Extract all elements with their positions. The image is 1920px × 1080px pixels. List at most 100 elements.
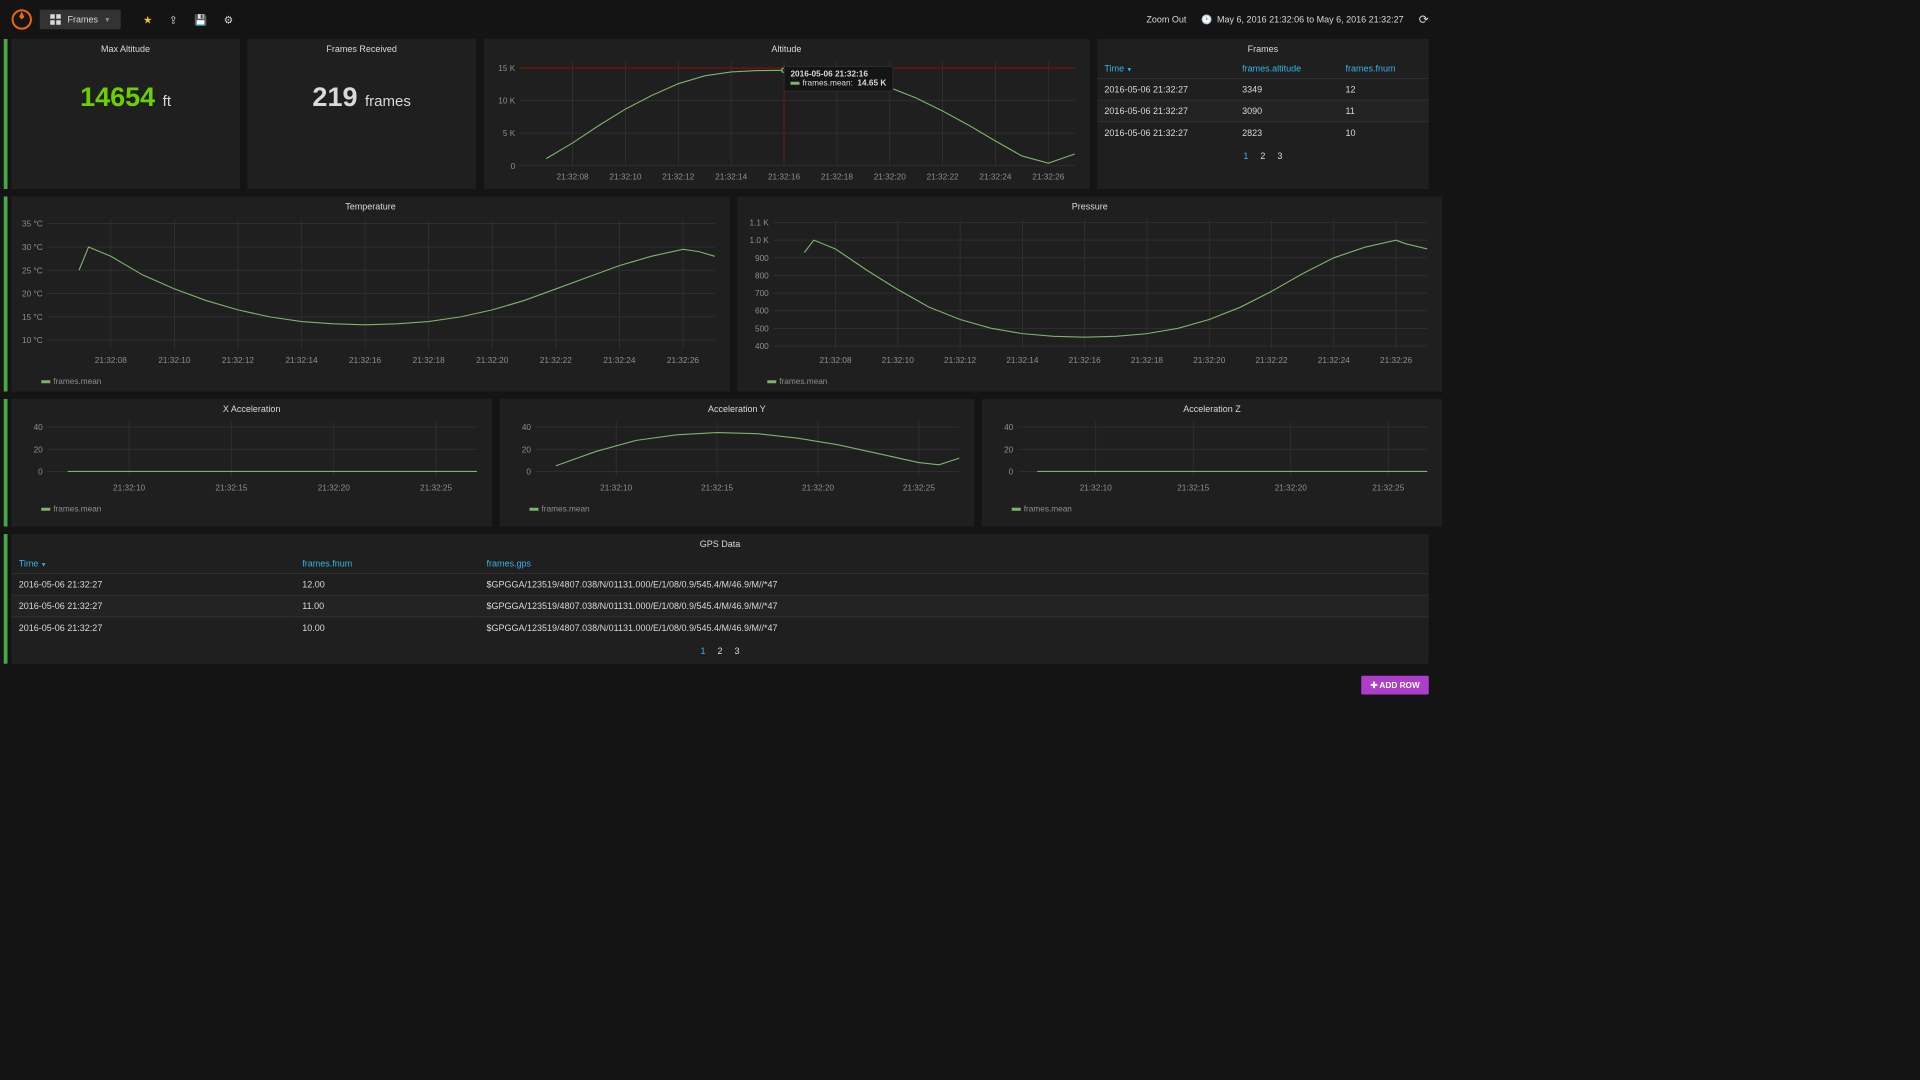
table-row[interactable]: 2016-05-06 21:32:27334912: [1097, 78, 1429, 100]
table-header[interactable]: frames.altitude: [1235, 59, 1338, 79]
table-header[interactable]: Time: [1097, 59, 1235, 79]
table-cell: 10: [1338, 122, 1429, 143]
table-cell: 12.00: [295, 573, 479, 595]
table-cell: 11: [1338, 100, 1429, 122]
panel-altitude-chart: Altitude 05 K10 K15 K21:32:0821:32:1021:…: [483, 39, 1089, 189]
star-icon[interactable]: ★: [143, 13, 152, 26]
panel-frames-received: Frames Received 219 frames: [247, 39, 476, 189]
table-row[interactable]: 2016-05-06 21:32:2710.00$GPGGA/123519/48…: [11, 617, 1429, 638]
page-link[interactable]: 1: [1237, 149, 1254, 163]
page-link[interactable]: 3: [1271, 149, 1288, 163]
svg-text:21:32:18: 21:32:18: [1131, 356, 1164, 365]
chart-pressure[interactable]: 4005006007008009001.0 K1.1 K21:32:0821:3…: [737, 216, 1442, 373]
chart-accel-y[interactable]: 0204021:32:1021:32:1521:32:2021:32:25: [500, 419, 975, 501]
table-header[interactable]: frames.gps: [479, 554, 1429, 574]
stat-value: 219 frames: [247, 59, 476, 143]
add-row-button[interactable]: ✚ ADD ROW: [1362, 676, 1429, 695]
svg-text:21:32:08: 21:32:08: [819, 356, 852, 365]
svg-text:0: 0: [38, 467, 43, 476]
data-table: Timeframes.altitudeframes.fnum2016-05-06…: [1097, 59, 1429, 144]
table-cell: 2016-05-06 21:32:27: [1097, 122, 1235, 143]
stat-number: 14654: [80, 81, 155, 112]
svg-text:25 °C: 25 °C: [22, 266, 43, 275]
chart-accel-z[interactable]: 0204021:32:1021:32:1521:32:2021:32:25: [982, 419, 1443, 501]
panel-title: GPS Data: [11, 534, 1429, 554]
svg-text:21:32:26: 21:32:26: [667, 356, 700, 365]
gear-icon[interactable]: ⚙: [224, 13, 233, 26]
svg-text:10 °C: 10 °C: [22, 336, 43, 345]
table-row[interactable]: 2016-05-06 21:32:27309011: [1097, 100, 1429, 122]
table-row[interactable]: 2016-05-06 21:32:2711.00$GPGGA/123519/48…: [11, 595, 1429, 617]
svg-text:21:32:14: 21:32:14: [1006, 356, 1039, 365]
svg-text:21:32:14: 21:32:14: [715, 172, 748, 181]
legend-label: frames.mean: [53, 377, 101, 386]
table-cell: 10.00: [295, 617, 479, 638]
share-icon[interactable]: ⇪: [169, 13, 178, 26]
stat-number: 219: [312, 81, 357, 112]
data-table: Timeframes.fnumframes.gps2016-05-06 21:3…: [11, 554, 1429, 639]
zoom-out-button[interactable]: Zoom Out: [1146, 14, 1186, 25]
chart-altitude[interactable]: 05 K10 K15 K21:32:0821:32:1021:32:1221:3…: [483, 59, 1089, 190]
timerange-picker[interactable]: 🕑 May 6, 2016 21:32:06 to May 6, 2016 21…: [1201, 14, 1403, 25]
table-header[interactable]: Time: [11, 554, 295, 574]
legend: frames.mean: [500, 500, 975, 518]
svg-text:1.1 K: 1.1 K: [749, 219, 769, 228]
refresh-icon[interactable]: ⟳: [1419, 12, 1429, 27]
page-link[interactable]: 1: [694, 644, 711, 658]
svg-text:40: 40: [522, 423, 532, 432]
stat-unit: ft: [163, 93, 171, 110]
table-row[interactable]: 2016-05-06 21:32:27282310: [1097, 122, 1429, 143]
svg-text:40: 40: [34, 423, 44, 432]
svg-text:21:32:15: 21:32:15: [1177, 484, 1210, 493]
svg-text:600: 600: [755, 307, 769, 316]
svg-text:20: 20: [34, 445, 44, 454]
grafana-logo-icon[interactable]: [11, 9, 32, 30]
save-icon[interactable]: 💾: [194, 13, 207, 26]
chart-accel-x[interactable]: 0204021:32:1021:32:1521:32:2021:32:25: [11, 419, 492, 501]
svg-text:21:32:20: 21:32:20: [873, 172, 906, 181]
table-frames: Timeframes.altitudeframes.fnum2016-05-06…: [1097, 59, 1429, 169]
dashboard-picker[interactable]: Frames ▼: [40, 10, 121, 30]
panel-temperature: Temperature 10 °C15 °C20 °C25 °C30 °C35 …: [11, 197, 730, 392]
legend-label: frames.mean: [779, 377, 827, 386]
row-1: Max Altitude 14654 ft Frames Received 21…: [11, 39, 1429, 189]
svg-text:21:32:10: 21:32:10: [882, 356, 915, 365]
svg-text:800: 800: [755, 271, 769, 280]
table-header[interactable]: frames.fnum: [1338, 59, 1429, 79]
chevron-down-icon: ▼: [104, 16, 111, 24]
svg-text:21:32:20: 21:32:20: [318, 484, 351, 493]
page-link[interactable]: 2: [1254, 149, 1271, 163]
svg-text:21:32:24: 21:32:24: [979, 172, 1012, 181]
svg-text:40: 40: [1004, 423, 1014, 432]
svg-text:21:32:25: 21:32:25: [903, 484, 936, 493]
svg-text:21:32:15: 21:32:15: [701, 484, 734, 493]
topbar-actions: ★ ⇪ 💾 ⚙: [143, 13, 233, 26]
topbar-right: Zoom Out 🕑 May 6, 2016 21:32:06 to May 6…: [1146, 12, 1428, 27]
svg-text:21:32:20: 21:32:20: [802, 484, 835, 493]
svg-text:0: 0: [526, 467, 531, 476]
page-link[interactable]: 3: [729, 644, 746, 658]
table-header[interactable]: frames.fnum: [295, 554, 479, 574]
stat-value: 14654 ft: [11, 59, 240, 143]
table-cell: $GPGGA/123519/4807.038/N/01131.000/E/1/0…: [479, 573, 1429, 595]
svg-text:21:32:15: 21:32:15: [215, 484, 248, 493]
table-row[interactable]: 2016-05-06 21:32:2712.00$GPGGA/123519/48…: [11, 573, 1429, 595]
panel-pressure: Pressure 4005006007008009001.0 K1.1 K21:…: [737, 197, 1442, 392]
legend-label: frames.mean: [542, 505, 590, 514]
svg-text:20 °C: 20 °C: [22, 290, 43, 299]
table-cell: 2016-05-06 21:32:27: [11, 617, 295, 638]
page-link[interactable]: 2: [711, 644, 728, 658]
svg-text:21:32:10: 21:32:10: [600, 484, 633, 493]
panel-title: Frames Received: [247, 39, 476, 59]
panel-title: Pressure: [737, 197, 1442, 217]
svg-text:21:32:20: 21:32:20: [1275, 484, 1308, 493]
panel-title: Temperature: [11, 197, 730, 217]
dashboard-name: Frames: [68, 14, 99, 25]
svg-text:21:32:12: 21:32:12: [222, 356, 255, 365]
chart-temperature[interactable]: 10 °C15 °C20 °C25 °C30 °C35 °C21:32:0821…: [11, 216, 730, 373]
table-cell: 2016-05-06 21:32:27: [11, 595, 295, 617]
svg-text:21:32:25: 21:32:25: [1372, 484, 1405, 493]
table-cell: 3349: [1235, 78, 1338, 100]
svg-text:21:32:25: 21:32:25: [420, 484, 453, 493]
legend: frames.mean: [11, 500, 492, 518]
